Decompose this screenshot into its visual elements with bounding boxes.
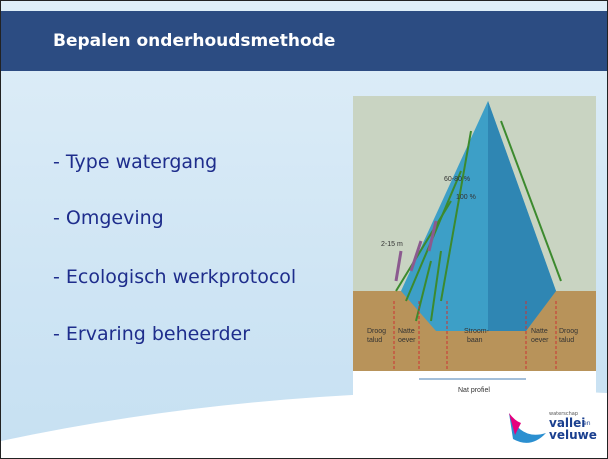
- diagram-label: Nat profiel: [458, 387, 490, 394]
- diagram-label: 2-15 m: [381, 241, 403, 248]
- diagram-label: 60-80 %: [444, 176, 470, 183]
- diagram-label: 100 %: [456, 194, 476, 201]
- graphics: 60-80 % 100 % 2-15 m Droogtalud Natteoev…: [1, 1, 607, 458]
- logo-name: en: [583, 420, 591, 427]
- slide: Bepalen onderhoudsmethode - Type waterga…: [0, 0, 608, 459]
- logo-name: veluwe: [549, 428, 597, 442]
